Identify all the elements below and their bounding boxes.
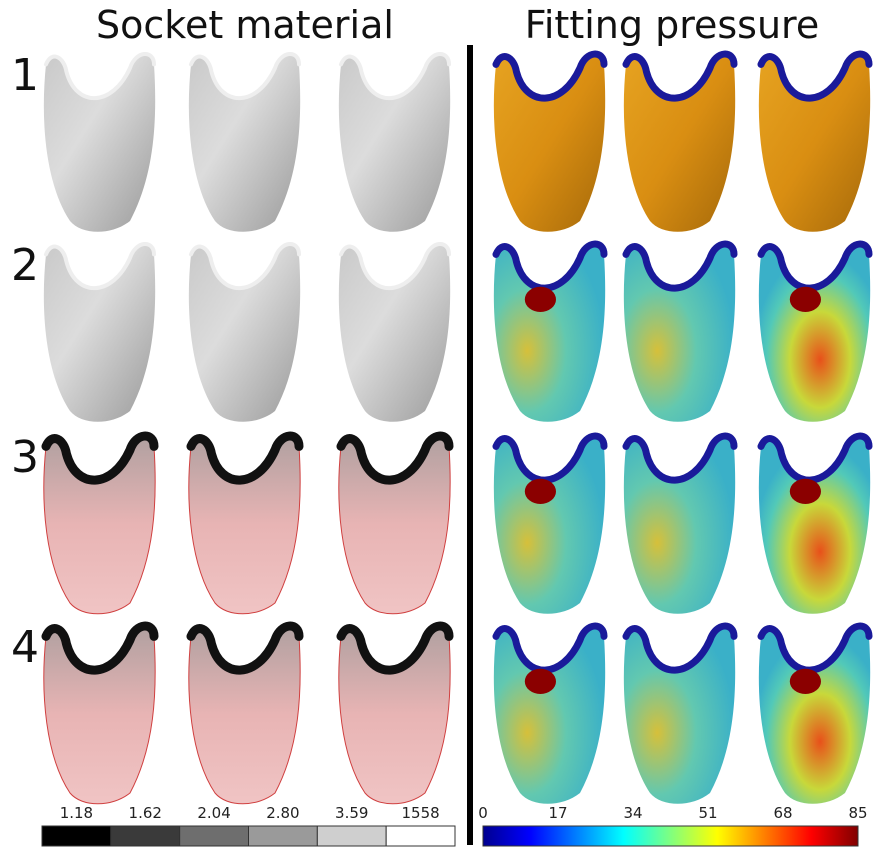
socket (759, 54, 870, 232)
socket (759, 244, 870, 422)
colorbar-label: 3.59 (335, 804, 368, 822)
socket-body (189, 436, 300, 614)
socket (494, 436, 605, 614)
socket (44, 626, 155, 804)
socket (494, 626, 605, 804)
panel-title: Fitting pressure (525, 3, 819, 47)
socket (759, 436, 870, 614)
colorbar-label: 17 (548, 804, 567, 822)
socket-body (44, 54, 155, 232)
socket (339, 244, 450, 422)
colorbar-label: 1558 (401, 804, 439, 822)
socket-body (189, 54, 300, 232)
colorbar-label: 2.80 (266, 804, 299, 822)
colorbar-label: 0 (478, 804, 488, 822)
socket (44, 244, 155, 422)
socket-body (759, 436, 870, 614)
socket (44, 54, 155, 232)
socket (44, 436, 155, 614)
socket (339, 436, 450, 614)
socket-body (494, 54, 605, 232)
socket-body (339, 436, 450, 614)
colorbar-label: 1.18 (60, 804, 93, 822)
material-colorbar-segment (180, 826, 249, 846)
material-colorbar-segment (42, 826, 111, 846)
pressure-hotspot (525, 479, 556, 504)
socket (624, 244, 735, 422)
row-label: 4 (11, 622, 39, 673)
pressure-hotspot (525, 287, 556, 312)
socket (189, 54, 300, 232)
row-label: 1 (11, 50, 39, 101)
row-label: 2 (11, 240, 39, 291)
pressure-hotspot (790, 479, 821, 504)
socket (339, 54, 450, 232)
socket-body (759, 54, 870, 232)
row-label: 3 (11, 432, 39, 483)
socket (189, 436, 300, 614)
socket-body (44, 626, 155, 804)
socket-body (624, 626, 735, 804)
figure: Socket material Fitting pressure 12341.1… (0, 0, 876, 850)
socket (624, 436, 735, 614)
socket-body (44, 244, 155, 422)
colorbar-label: 51 (698, 804, 717, 822)
socket-body (339, 244, 450, 422)
pressure-hotspot (790, 669, 821, 694)
socket-body (339, 54, 450, 232)
divider (467, 45, 473, 845)
material-colorbar-segment (111, 826, 180, 846)
colorbar-label: 2.04 (197, 804, 230, 822)
pressure-hotspot (790, 287, 821, 312)
socket-body (44, 436, 155, 614)
socket-body (624, 436, 735, 614)
socket (339, 626, 450, 804)
socket-body (494, 626, 605, 804)
socket-body (624, 54, 735, 232)
socket-body (759, 244, 870, 422)
colorbar-label: 85 (848, 804, 867, 822)
socket-body (494, 244, 605, 422)
socket (624, 54, 735, 232)
socket (189, 626, 300, 804)
socket-body (624, 244, 735, 422)
socket (189, 244, 300, 422)
socket (759, 626, 870, 804)
socket (494, 244, 605, 422)
socket-body (494, 436, 605, 614)
colorbar-label: 1.62 (129, 804, 162, 822)
socket-body (759, 626, 870, 804)
panel-title: Socket material (96, 3, 394, 47)
material-colorbar-segment (386, 826, 455, 846)
socket (494, 54, 605, 232)
socket-body (189, 244, 300, 422)
material-colorbar-segment (317, 826, 386, 846)
colorbar-label: 68 (773, 804, 792, 822)
colorbar-label: 34 (623, 804, 642, 822)
pressure-colorbar (483, 826, 858, 846)
socket (624, 626, 735, 804)
material-colorbar-segment (249, 826, 318, 846)
socket-body (189, 626, 300, 804)
socket-body (339, 626, 450, 804)
pressure-hotspot (525, 669, 556, 694)
